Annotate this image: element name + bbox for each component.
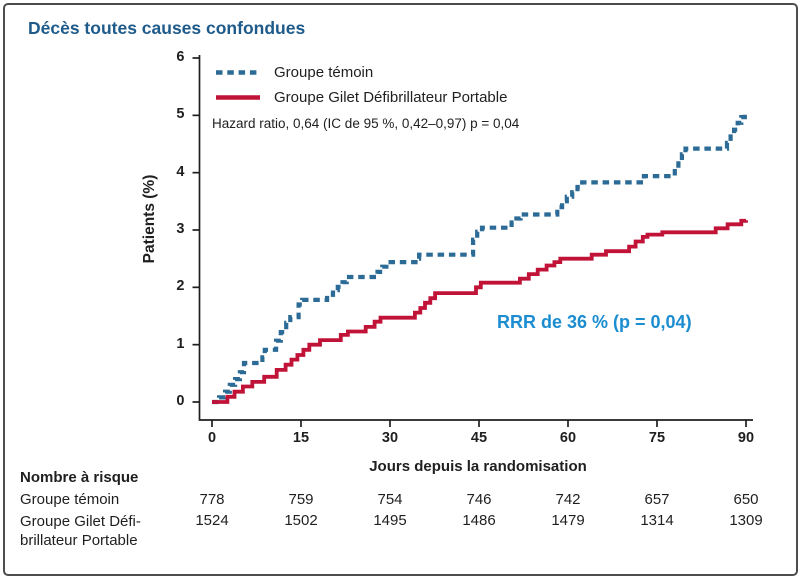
risk-value: 778 xyxy=(199,491,225,508)
risk-value: 1479 xyxy=(551,512,585,529)
x-tick-label: 75 xyxy=(648,430,666,446)
risk-value: 657 xyxy=(644,491,670,508)
risk-value: 746 xyxy=(466,491,492,508)
control-group-curve xyxy=(212,111,747,405)
x-axis-label: Jours depuis la randomisation xyxy=(369,458,587,475)
y-tick-label: 1 xyxy=(176,335,185,352)
y-tick-label: 6 xyxy=(176,49,185,65)
x-tick-label: 45 xyxy=(470,430,488,446)
risk-value: 1495 xyxy=(373,512,407,529)
risk-row-label-control: Groupe témoin xyxy=(20,491,120,508)
y-tick-label: 4 xyxy=(176,163,185,180)
x-tick-label: 90 xyxy=(737,430,755,446)
risk-value: 754 xyxy=(377,491,403,508)
x-tick-label: 30 xyxy=(381,430,399,446)
risk-value: 1502 xyxy=(284,512,318,529)
legend-label-control-group: Groupe témoin xyxy=(274,64,374,81)
x-tick-label: 0 xyxy=(207,430,217,446)
y-tick-label: 2 xyxy=(176,278,185,295)
chart-title: Décès toutes causes confondues xyxy=(28,18,306,38)
risk-value: 742 xyxy=(555,491,581,508)
risk-value: 1486 xyxy=(462,512,496,529)
risk-value: 650 xyxy=(733,491,759,508)
risk-value: 1309 xyxy=(729,512,763,529)
y-tick-label: 3 xyxy=(176,221,185,237)
y-tick-label: 0 xyxy=(176,393,185,409)
rrr-annotation: RRR de 36 % (p = 0,04) xyxy=(497,312,692,332)
x-tick-label: 15 xyxy=(292,430,310,446)
x-tick-label: 60 xyxy=(559,430,577,446)
y-tick-label: 5 xyxy=(176,106,185,123)
hazard-ratio-annotation: Hazard ratio, 0,64 (IC de 95 %, 0,42–0,9… xyxy=(212,116,520,131)
risk-value: 759 xyxy=(288,491,314,508)
risk-value: 1314 xyxy=(640,512,674,529)
legend-label-wcd-group: Groupe Gilet Défibrillateur Portable xyxy=(274,89,508,106)
wcd-group-curve xyxy=(212,218,748,404)
risk-row-label-wcd: Groupe Gilet Défi- brillateur Portable xyxy=(20,513,141,549)
risk-table-heading: Nombre à risque xyxy=(20,469,139,486)
risk-value: 1524 xyxy=(195,512,229,529)
